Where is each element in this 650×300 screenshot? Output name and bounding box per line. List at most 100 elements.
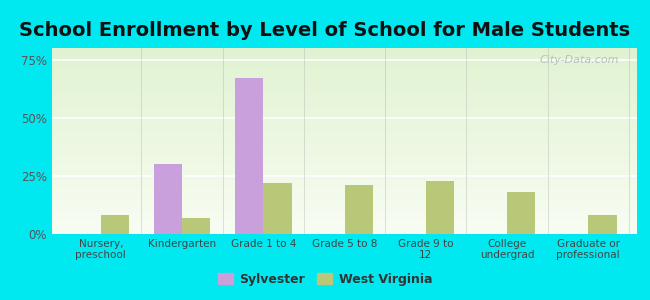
Bar <box>52 135 637 137</box>
Bar <box>52 160 637 161</box>
Bar <box>52 124 637 126</box>
Bar <box>52 148 637 150</box>
Bar <box>52 191 637 193</box>
Bar <box>52 78 637 80</box>
Bar <box>52 52 637 54</box>
Bar <box>52 107 637 110</box>
Bar <box>52 200 637 202</box>
Bar <box>52 68 637 70</box>
Bar <box>52 59 637 61</box>
Bar <box>52 72 637 74</box>
Bar <box>52 156 637 158</box>
Bar <box>52 208 637 210</box>
Bar <box>52 96 637 98</box>
Bar <box>52 76 637 78</box>
Bar <box>52 219 637 221</box>
Bar <box>52 93 637 94</box>
Bar <box>52 137 637 139</box>
Bar <box>52 226 637 228</box>
Text: City-Data.com: City-Data.com <box>540 56 619 65</box>
Bar <box>52 111 637 113</box>
Bar <box>52 91 637 93</box>
Bar <box>52 56 637 57</box>
Bar <box>52 223 637 225</box>
Bar <box>153 164 182 234</box>
Bar <box>52 158 637 160</box>
Bar <box>52 163 637 165</box>
Bar <box>52 169 637 171</box>
Bar <box>52 186 637 188</box>
Bar <box>52 121 637 122</box>
Bar <box>52 106 637 107</box>
Bar <box>52 54 637 56</box>
Bar <box>52 87 637 89</box>
Bar <box>52 215 637 217</box>
Bar <box>52 204 637 206</box>
Bar <box>52 165 637 167</box>
Bar <box>52 188 637 189</box>
Bar <box>52 167 637 169</box>
Bar <box>52 94 637 96</box>
Bar <box>52 184 637 186</box>
Bar <box>52 195 637 197</box>
Bar <box>52 232 637 234</box>
Bar <box>52 143 637 145</box>
Bar <box>52 176 637 178</box>
Bar <box>263 183 292 234</box>
Bar <box>52 65 637 67</box>
Bar <box>52 171 637 172</box>
Bar <box>52 82 637 83</box>
Bar <box>52 83 637 85</box>
Bar <box>52 122 637 124</box>
Bar <box>52 70 637 72</box>
Bar <box>52 161 637 163</box>
Bar <box>52 48 637 50</box>
Bar <box>52 214 637 215</box>
Bar <box>52 50 637 52</box>
Bar <box>52 197 637 199</box>
Bar <box>52 189 637 191</box>
Bar <box>588 215 617 234</box>
Bar <box>52 230 637 232</box>
Bar <box>52 199 637 200</box>
Bar <box>426 181 454 234</box>
Bar <box>52 110 637 111</box>
Bar <box>52 104 637 106</box>
Bar <box>344 185 373 234</box>
Legend: Sylvester, West Virginia: Sylvester, West Virginia <box>213 268 437 291</box>
Bar <box>52 147 637 148</box>
Bar <box>52 145 637 147</box>
Bar <box>52 180 637 182</box>
Bar <box>52 206 637 208</box>
Bar <box>52 150 637 152</box>
Bar <box>52 61 637 63</box>
Text: School Enrollment by Level of School for Male Students: School Enrollment by Level of School for… <box>20 21 630 40</box>
Bar <box>52 119 637 121</box>
Bar <box>52 89 637 91</box>
Bar <box>235 78 263 234</box>
Bar <box>52 172 637 175</box>
Bar <box>52 132 637 134</box>
Bar <box>52 221 637 223</box>
Bar <box>52 100 637 102</box>
Bar <box>52 202 637 204</box>
Bar <box>182 218 211 234</box>
Bar <box>52 182 637 184</box>
Bar <box>52 67 637 68</box>
Bar <box>507 192 536 234</box>
Bar <box>52 154 637 156</box>
Bar <box>52 141 637 143</box>
Bar <box>52 74 637 76</box>
Bar <box>52 128 637 130</box>
Bar <box>52 225 637 226</box>
Bar <box>52 130 637 132</box>
Bar <box>52 210 637 212</box>
Bar <box>52 152 637 154</box>
Bar <box>52 175 637 176</box>
Bar <box>52 193 637 195</box>
Bar <box>52 102 637 104</box>
Bar <box>52 57 637 59</box>
Bar <box>52 80 637 82</box>
Bar <box>52 217 637 219</box>
Bar <box>52 98 637 100</box>
